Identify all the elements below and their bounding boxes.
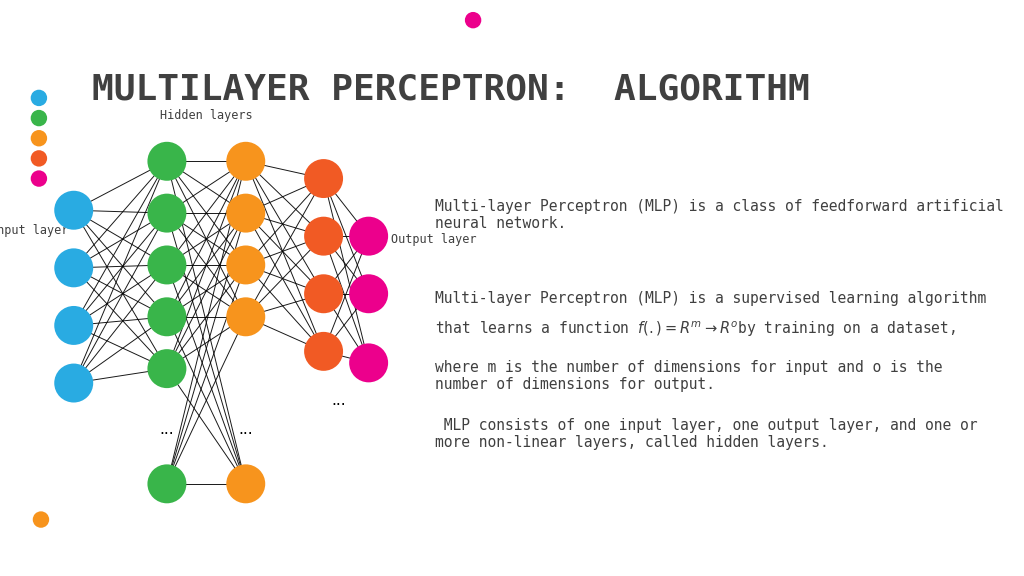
Ellipse shape <box>227 298 264 335</box>
Ellipse shape <box>32 131 46 145</box>
Ellipse shape <box>55 249 92 286</box>
Ellipse shape <box>32 151 46 165</box>
Ellipse shape <box>227 143 264 180</box>
Ellipse shape <box>55 192 92 229</box>
Ellipse shape <box>55 307 92 344</box>
Ellipse shape <box>148 465 185 502</box>
Ellipse shape <box>350 344 387 381</box>
Ellipse shape <box>32 172 46 185</box>
Ellipse shape <box>305 333 342 370</box>
Text: that learns a function $f(.) = R^m \rightarrow R^o$by training on a dataset,: that learns a function $f(.) = R^m \righ… <box>435 320 956 339</box>
Text: ...: ... <box>160 422 174 437</box>
Text: ...: ... <box>332 393 346 408</box>
Ellipse shape <box>34 513 48 526</box>
Text: MULTILAYER PERCEPTRON:  ALGORITHM: MULTILAYER PERCEPTRON: ALGORITHM <box>92 72 809 107</box>
Ellipse shape <box>148 247 185 283</box>
Ellipse shape <box>227 247 264 283</box>
Text: Output layer: Output layer <box>391 233 476 245</box>
Text: MLP consists of one input layer, one output layer, and one or
more non-linear la: MLP consists of one input layer, one out… <box>435 418 978 450</box>
Ellipse shape <box>148 350 185 387</box>
Ellipse shape <box>32 91 46 105</box>
Text: Hidden layers: Hidden layers <box>160 109 253 122</box>
Ellipse shape <box>350 275 387 312</box>
Text: Multi-layer Perceptron (MLP) is a class of feedforward artificial
neural network: Multi-layer Perceptron (MLP) is a class … <box>435 199 1004 231</box>
Text: where m is the number of dimensions for input and o is the
number of dimensions : where m is the number of dimensions for … <box>435 360 943 392</box>
Ellipse shape <box>350 218 387 255</box>
Ellipse shape <box>305 218 342 255</box>
Ellipse shape <box>148 298 185 335</box>
Ellipse shape <box>55 365 92 401</box>
Ellipse shape <box>148 143 185 180</box>
Ellipse shape <box>227 465 264 502</box>
Ellipse shape <box>148 195 185 232</box>
Text: Input layer: Input layer <box>0 224 69 237</box>
Ellipse shape <box>227 195 264 232</box>
Ellipse shape <box>32 111 46 125</box>
Ellipse shape <box>305 160 342 197</box>
Ellipse shape <box>466 13 480 27</box>
Text: Multi-layer Perceptron (MLP) is a supervised learning algorithm: Multi-layer Perceptron (MLP) is a superv… <box>435 291 986 306</box>
Text: ...: ... <box>239 422 253 437</box>
Ellipse shape <box>305 275 342 312</box>
